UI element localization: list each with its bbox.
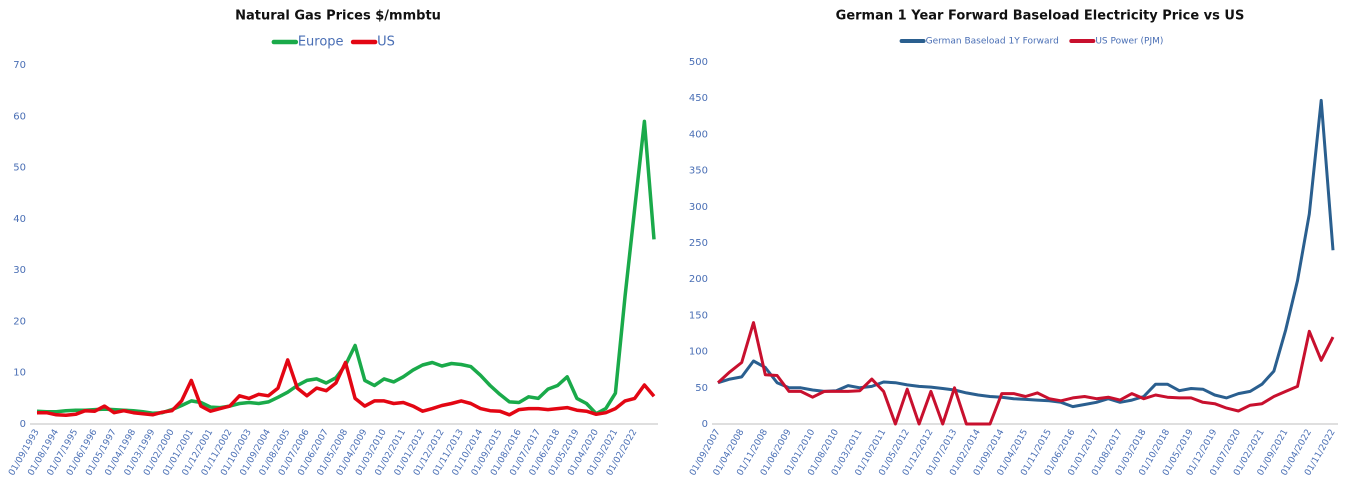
y-tick-label: 50 bbox=[695, 383, 708, 394]
legend-label: US Power (PJM) bbox=[1095, 37, 1163, 47]
y-tick-label: 450 bbox=[689, 93, 708, 104]
y-tick-label: 0 bbox=[702, 419, 708, 430]
y-tick-label: 30 bbox=[13, 265, 26, 276]
legend-label: Europe bbox=[298, 35, 344, 50]
y-tick-label: 60 bbox=[13, 111, 26, 122]
y-tick-label: 20 bbox=[13, 316, 26, 327]
y-tick-label: 150 bbox=[689, 310, 708, 321]
y-tick-label: 0 bbox=[20, 419, 26, 430]
series-line bbox=[717, 98, 1335, 409]
y-tick-label: 350 bbox=[689, 166, 708, 177]
y-tick-label: 10 bbox=[13, 368, 26, 379]
legend-label: US bbox=[377, 35, 395, 50]
chart-title: Natural Gas Prices $/mmbtu bbox=[235, 9, 441, 24]
y-tick-label: 400 bbox=[689, 129, 708, 140]
chart-title: German 1 Year Forward Baseload Electrici… bbox=[836, 9, 1245, 24]
y-tick-label: 40 bbox=[13, 214, 26, 225]
series-line bbox=[36, 119, 656, 416]
series-line bbox=[716, 321, 1335, 426]
y-tick-label: 200 bbox=[689, 274, 708, 285]
y-tick-label: 70 bbox=[13, 60, 26, 71]
y-tick-label: 250 bbox=[689, 238, 708, 249]
series-line bbox=[37, 358, 656, 418]
y-tick-label: 300 bbox=[689, 202, 708, 213]
y-tick-label: 50 bbox=[13, 163, 26, 174]
legend-label: German Baseload 1Y Forward bbox=[926, 37, 1059, 47]
y-tick-label: 100 bbox=[689, 347, 708, 358]
y-tick-label: 500 bbox=[689, 57, 708, 68]
